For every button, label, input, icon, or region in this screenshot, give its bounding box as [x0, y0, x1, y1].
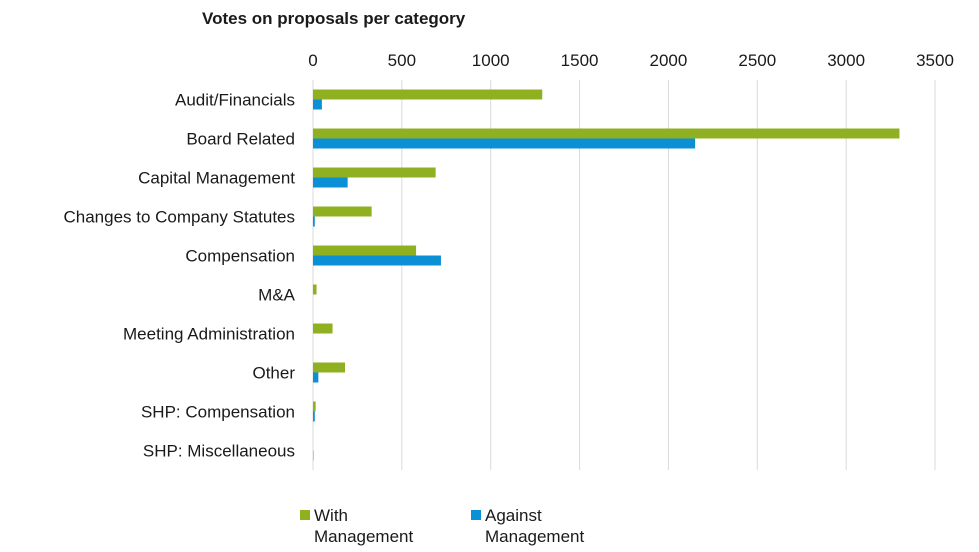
legend-swatch-against-management: [471, 510, 481, 520]
bar-with-management: [313, 284, 317, 295]
legend-item-against-management: Against Management: [471, 505, 620, 547]
category-label: Meeting Administration: [123, 325, 295, 344]
x-tick-label: 1000: [472, 51, 510, 70]
bar-with-management: [313, 128, 900, 139]
bar-with-management: [313, 401, 316, 412]
bar-against-management: [313, 216, 315, 227]
x-tick-label: 3000: [827, 51, 865, 70]
bar-chart: Votes on proposals per category 0 500 1000…: [63, 9, 954, 470]
category-label: SHP: Compensation: [141, 403, 295, 422]
category-label: Audit/Financials: [175, 91, 295, 110]
category-label: Other: [252, 364, 295, 383]
bar-with-management: [313, 167, 436, 178]
category-label: Board Related: [186, 130, 295, 149]
x-tick-label: 0: [308, 51, 317, 70]
bar-with-management: [313, 89, 543, 100]
bars: [313, 89, 900, 461]
x-tick-label: 2500: [738, 51, 776, 70]
bar-against-management: [313, 255, 441, 266]
bar-against-management: [313, 99, 322, 110]
legend-swatch-with-management: [300, 510, 310, 520]
legend-label-with-management: With Management: [314, 506, 414, 546]
bar-with-management: [313, 245, 417, 256]
bar-against-management: [313, 372, 319, 383]
bar-against-management: [313, 411, 315, 422]
category-label: Capital Management: [138, 169, 295, 188]
bar-with-management: [313, 362, 345, 373]
bar-with-management: [313, 206, 372, 217]
legend-item-with-management: With Management: [300, 505, 449, 547]
chart-title: Votes on proposals per category: [202, 9, 466, 28]
x-tick-label: 1500: [561, 51, 599, 70]
bar-against-management: [313, 177, 348, 188]
x-axis-ticks: 0 500 1000 1500 2000 2500 3000 3500: [308, 51, 954, 70]
category-label: Compensation: [185, 247, 295, 266]
x-tick-label: 2000: [650, 51, 688, 70]
x-tick-label: 500: [388, 51, 416, 70]
legend: With Management Against Management: [300, 505, 620, 547]
category-axis: Audit/Financials Board Related Capital Man…: [63, 91, 295, 461]
bar-with-management: [313, 323, 333, 334]
category-label: SHP: Miscellaneous: [143, 442, 295, 461]
category-label: M&A: [258, 286, 296, 305]
legend-label-against-management: Against Management: [485, 506, 585, 546]
bar-against-management: [313, 138, 696, 149]
x-tick-label: 3500: [916, 51, 954, 70]
category-label: Changes to Company Statutes: [63, 208, 295, 227]
